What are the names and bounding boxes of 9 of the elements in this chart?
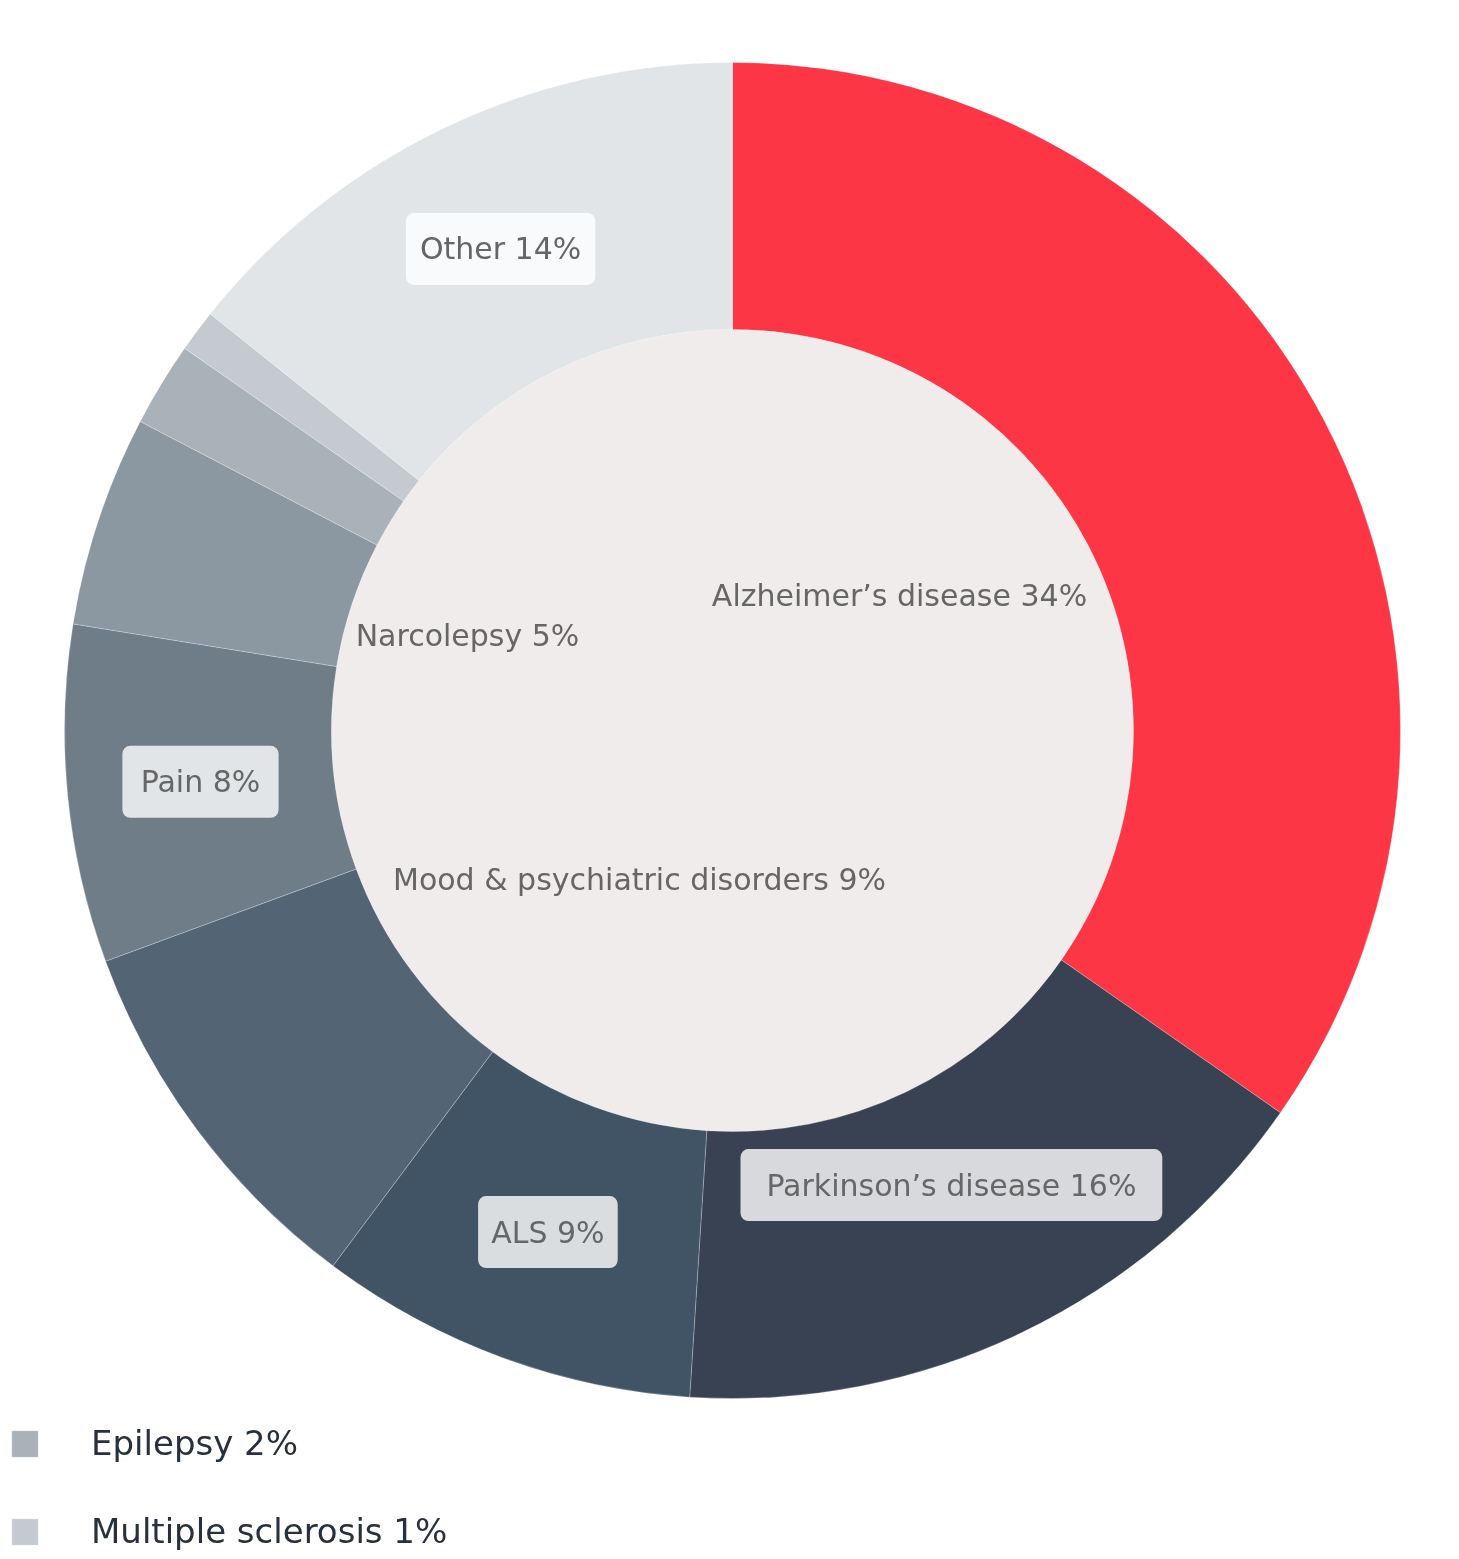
- slice-label: Narcolepsy 5%: [355, 618, 580, 653]
- legend-label: Multiple sclerosis 1%: [91, 1511, 448, 1551]
- slice-label: Other 14%: [419, 231, 582, 267]
- slice-label: Pain 8%: [140, 764, 261, 800]
- slice-label: Alzheimer’s disease 34%: [711, 578, 1088, 613]
- slice-label: Parkinson’s disease 16%: [766, 1167, 1137, 1203]
- slice-label: Mood & psychiatric disorders 9%: [393, 862, 886, 897]
- slice-label: ALS 9%: [491, 1214, 605, 1250]
- legend-label: Epilepsy 2%: [91, 1423, 299, 1463]
